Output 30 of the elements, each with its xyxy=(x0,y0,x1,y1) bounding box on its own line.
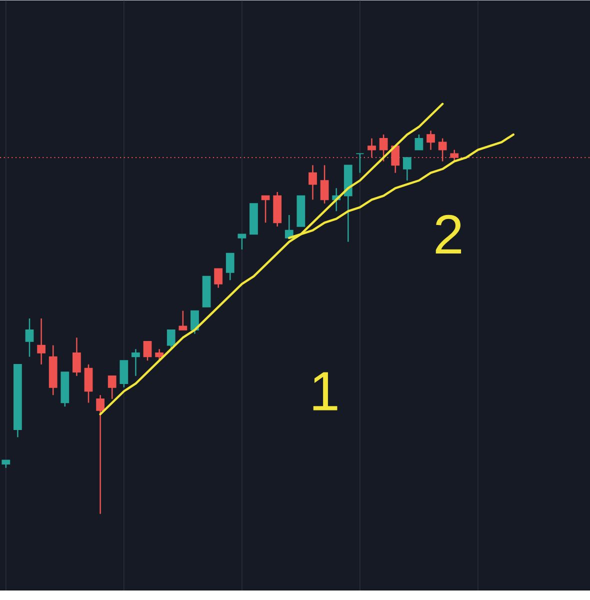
candlestick xyxy=(155,348,164,362)
candlestick xyxy=(238,234,246,250)
candlestick xyxy=(414,134,424,150)
candlestick xyxy=(368,138,376,158)
candlestick xyxy=(402,156,412,182)
candlestick xyxy=(261,195,270,224)
annotation: 2 xyxy=(436,214,462,254)
candlestick xyxy=(178,310,188,331)
candlestick xyxy=(190,310,199,334)
candlestick xyxy=(391,145,400,174)
candlestick xyxy=(72,336,81,377)
candlestick xyxy=(450,149,459,162)
candlestick xyxy=(25,318,34,358)
candlestick xyxy=(143,340,152,362)
candlestick xyxy=(131,348,140,377)
annotation: 1 xyxy=(313,372,338,410)
candlestick xyxy=(226,252,234,281)
candlestick xyxy=(166,329,176,350)
candlestick xyxy=(356,153,364,174)
candlestick xyxy=(320,164,329,204)
candlestick xyxy=(379,134,388,162)
candlestick xyxy=(438,138,447,162)
candlestick xyxy=(308,164,317,200)
candlestick xyxy=(84,364,93,404)
candlestick xyxy=(214,268,222,288)
candlestick xyxy=(120,360,128,388)
candlestick xyxy=(37,318,46,366)
candlestick xyxy=(426,130,435,150)
candlestick xyxy=(96,394,104,514)
candlestick xyxy=(108,375,116,400)
